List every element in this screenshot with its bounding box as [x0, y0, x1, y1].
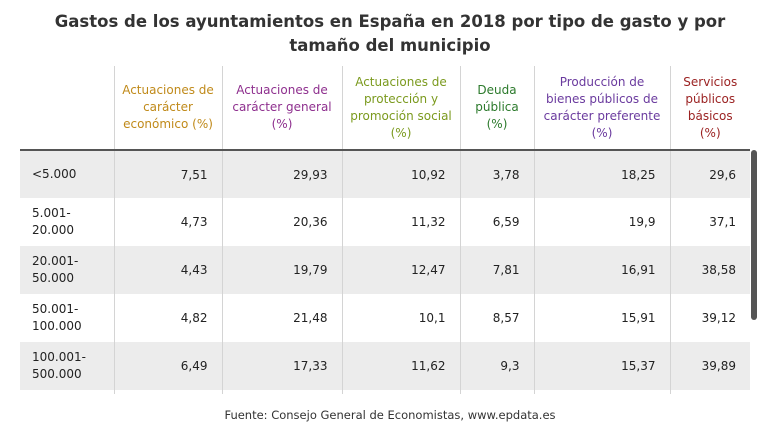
table-row: 500.001- [20, 390, 750, 394]
table-cell: 20,36 [221, 198, 342, 246]
table-cell: 9,3 [459, 342, 534, 390]
table-cell: 10,92 [341, 150, 460, 198]
vertical-scrollbar[interactable] [751, 150, 757, 320]
table-row: 100.001-500.000 6,49 17,33 11,62 9,3 15,37 39,… [20, 342, 750, 390]
table-cell: 21,48 [221, 294, 342, 342]
row-label: 20.001-50.000 [20, 246, 114, 294]
table-cell: 11,32 [341, 198, 460, 246]
table-row: 5.001-20.000 4,73 20,36 11,32 6,59 19,9 37,1 [20, 198, 750, 246]
row-label: 5.001-20.000 [20, 198, 114, 246]
table-row: <5.000 7,51 29,93 10,92 3,78 18,25 29,6 [20, 150, 750, 198]
table-cell: 10,1 [341, 294, 460, 342]
header-corner [20, 66, 114, 151]
table-cell: 4,73 [113, 198, 222, 246]
table-cell: 39,12 [669, 294, 750, 342]
table-cell: 4,82 [113, 294, 222, 342]
table-cell [669, 390, 750, 394]
table-cell [341, 390, 460, 394]
table-row: 50.001-100.000 4,82 21,48 10,1 8,57 15,91 39,1… [20, 294, 750, 342]
table-cell: 7,81 [459, 246, 534, 294]
data-table-viewport[interactable]: Actuaciones de carácter económico (%) Ac… [20, 66, 750, 394]
column-header: Actuaciones de carácter económico (%) [113, 66, 222, 151]
table-cell [221, 390, 342, 394]
table-cell: 12,47 [341, 246, 460, 294]
table-cell: 16,91 [533, 246, 670, 294]
table-cell: 19,9 [533, 198, 670, 246]
table-cell: 29,6 [669, 150, 750, 198]
table-cell: 18,25 [533, 150, 670, 198]
table-cell: 3,78 [459, 150, 534, 198]
column-header: Actuaciones de carácter general (%) [221, 66, 342, 151]
table-cell [113, 390, 222, 394]
column-header: Actuaciones de protección y promoción so… [341, 66, 460, 151]
source-note: Fuente: Consejo General de Economistas, … [224, 408, 556, 422]
table-cell: 15,91 [533, 294, 670, 342]
row-label: <5.000 [20, 150, 114, 198]
data-table: Actuaciones de carácter económico (%) Ac… [20, 66, 750, 394]
table-cell: 15,37 [533, 342, 670, 390]
table-cell: 8,57 [459, 294, 534, 342]
table-cell: 29,93 [221, 150, 342, 198]
row-label: 500.001- [20, 390, 114, 394]
table-cell: 6,59 [459, 198, 534, 246]
table-row: 20.001-50.000 4,43 19,79 12,47 7,81 16,91 38,5… [20, 246, 750, 294]
table-cell: 37,1 [669, 198, 750, 246]
table-cell [459, 390, 534, 394]
table-cell [533, 390, 670, 394]
table-cell: 17,33 [221, 342, 342, 390]
chart-title: Gastos de los ayuntamientos en España en… [54, 12, 726, 55]
table-cell: 39,89 [669, 342, 750, 390]
table-cell: 4,43 [113, 246, 222, 294]
table-cell: 19,79 [221, 246, 342, 294]
table-cell: 11,62 [341, 342, 460, 390]
table-cell: 6,49 [113, 342, 222, 390]
row-label: 100.001-500.000 [20, 342, 114, 390]
table-cell: 38,58 [669, 246, 750, 294]
header-row: Actuaciones de carácter económico (%) Ac… [20, 66, 750, 151]
table-cell: 7,51 [113, 150, 222, 198]
row-label: 50.001-100.000 [20, 294, 114, 342]
column-header: Producción de bienes públicos de carácte… [533, 66, 670, 151]
column-header: Servicios públicos básicos (%) [669, 66, 750, 151]
column-header: Deuda pública (%) [459, 66, 534, 151]
